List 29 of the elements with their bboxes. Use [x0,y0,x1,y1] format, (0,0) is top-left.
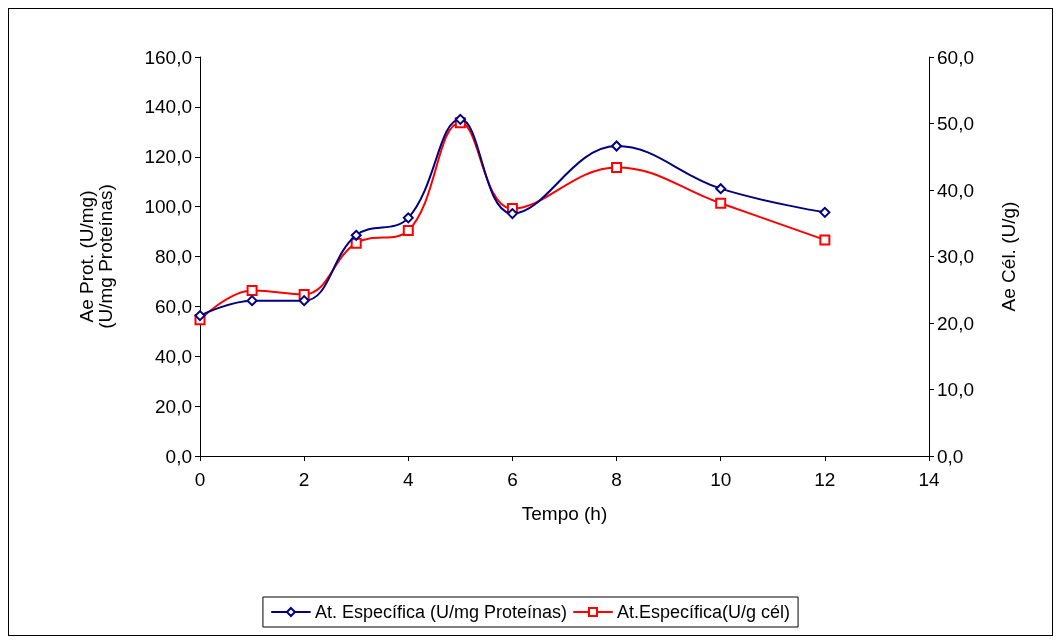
x-tick-label: 12 [814,469,836,490]
y-tick-label: 120,0 [144,146,192,168]
y2-tick-label: 0,0 [937,445,964,467]
y-tick-label: 60,0 [155,295,192,317]
y-tick-label: 80,0 [155,246,192,267]
y2-tick-label: 40,0 [937,179,974,201]
x-tick-label: 2 [298,469,310,490]
x-tick-label: 0 [194,469,206,490]
y-tick-label: 100,0 [144,196,192,218]
y-tick-label: 40,0 [155,345,192,367]
x-tick-label: 10 [710,469,732,490]
x-tick-label: 6 [507,469,518,490]
x-axis-title: Tempo (h) [521,503,608,524]
legend-label: At.Específica(U/g cél) [617,602,791,622]
y2-tick-label: 10,0 [937,379,974,400]
y2-axis-title: Ae Cél. (U/g) [998,201,1019,312]
y-tick-label: 20,0 [155,395,192,417]
y2-tick-label: 20,0 [937,312,974,334]
legend-label: At. Específica (U/mg Proteínas) [314,602,568,622]
y-tick-label: 140,0 [144,96,192,118]
x-tick-label: 8 [611,469,622,490]
y-axis-title: Ae Prot. (U/mg) (U/mg Proteínas) [76,184,116,329]
y-tick-label: 0,0 [165,445,192,467]
y-tick-label: 160,0 [144,46,192,68]
x-tick-label: 4 [403,469,414,490]
y2-tick-label: 30,0 [937,246,974,267]
y2-tick-label: 60,0 [937,46,974,68]
y2-tick-label: 50,0 [937,113,974,134]
x-tick-label: 14 [918,469,940,490]
